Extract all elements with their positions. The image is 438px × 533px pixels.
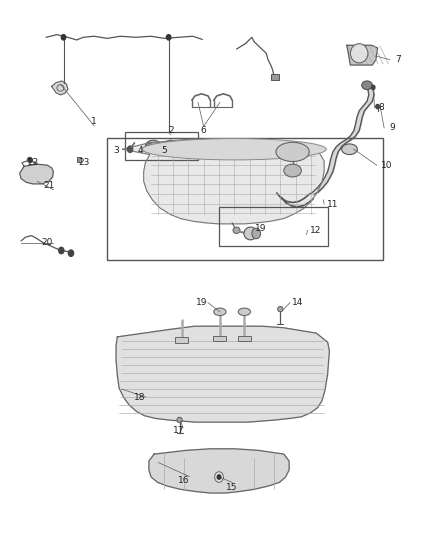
Circle shape (217, 475, 221, 479)
Text: 9: 9 (389, 124, 395, 132)
Circle shape (28, 158, 31, 161)
Text: 17: 17 (173, 426, 184, 435)
Bar (125, 132, 198, 160)
Bar (107, 138, 383, 260)
Ellipse shape (238, 308, 251, 316)
Polygon shape (52, 81, 68, 95)
Text: 16: 16 (178, 477, 190, 485)
Text: 3: 3 (113, 146, 119, 155)
Ellipse shape (146, 143, 152, 150)
Text: 1: 1 (91, 117, 97, 126)
Ellipse shape (350, 44, 368, 63)
Ellipse shape (284, 164, 301, 177)
Ellipse shape (145, 140, 161, 153)
Text: 18: 18 (134, 393, 145, 401)
Ellipse shape (278, 306, 283, 312)
Text: 10: 10 (381, 161, 392, 169)
Text: 19: 19 (196, 298, 207, 307)
Ellipse shape (172, 142, 179, 151)
Text: 19: 19 (255, 224, 266, 232)
Ellipse shape (164, 140, 177, 153)
Ellipse shape (362, 81, 372, 90)
Text: 15: 15 (226, 483, 238, 492)
Circle shape (371, 85, 375, 90)
Ellipse shape (276, 142, 309, 161)
Text: 20: 20 (42, 238, 53, 247)
Ellipse shape (233, 227, 240, 233)
Ellipse shape (27, 157, 32, 163)
Text: 5: 5 (161, 146, 167, 155)
Polygon shape (277, 193, 313, 207)
Text: 23: 23 (78, 158, 90, 167)
Ellipse shape (177, 417, 182, 423)
Bar (77, 157, 81, 162)
Bar (271, 74, 279, 80)
Ellipse shape (214, 308, 226, 316)
Polygon shape (149, 449, 289, 493)
Bar (219, 207, 328, 246)
Polygon shape (116, 326, 329, 422)
Circle shape (68, 250, 74, 256)
Polygon shape (20, 164, 53, 184)
Ellipse shape (215, 472, 223, 482)
Ellipse shape (252, 228, 261, 239)
Polygon shape (123, 139, 324, 224)
Ellipse shape (342, 144, 357, 155)
Text: 12: 12 (310, 226, 321, 235)
Text: 14: 14 (292, 298, 304, 307)
Text: 11: 11 (327, 200, 339, 208)
Circle shape (59, 247, 64, 254)
Bar (238, 336, 251, 341)
Circle shape (61, 35, 66, 40)
Bar (175, 337, 188, 343)
Text: 7: 7 (395, 55, 401, 64)
Text: 2: 2 (168, 126, 173, 135)
Text: 6: 6 (201, 126, 207, 135)
Text: 4: 4 (138, 146, 143, 155)
Circle shape (376, 104, 379, 109)
Text: 22: 22 (27, 158, 39, 167)
Circle shape (166, 35, 171, 40)
Ellipse shape (244, 227, 257, 240)
Circle shape (127, 146, 133, 152)
Text: 21: 21 (43, 181, 55, 190)
Text: 8: 8 (378, 103, 384, 112)
Polygon shape (347, 45, 378, 65)
Bar (213, 336, 226, 341)
Ellipse shape (142, 139, 326, 160)
